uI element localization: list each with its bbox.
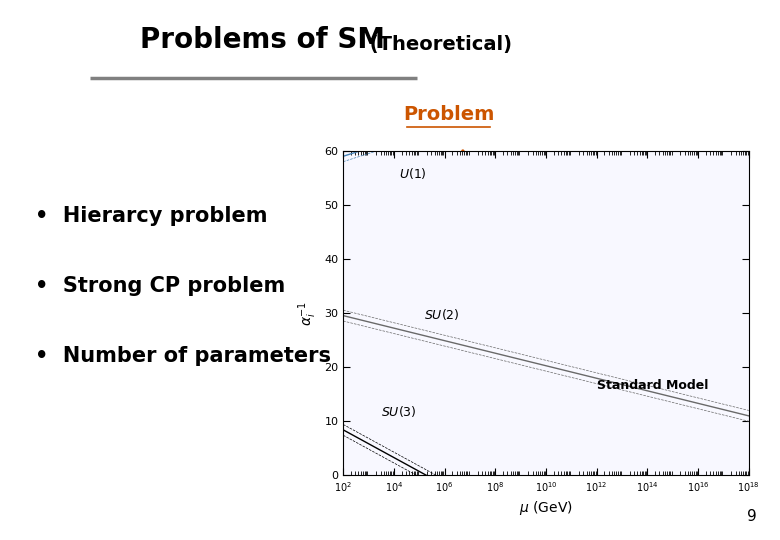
Text: Problems of SM: Problems of SM: [140, 26, 385, 54]
Text: 9: 9: [747, 509, 757, 524]
Text: $SU(2)$: $SU(2)$: [424, 307, 460, 322]
Text: Standard Model: Standard Model: [597, 379, 708, 392]
X-axis label: $\mu$ (GeV): $\mu$ (GeV): [519, 500, 573, 517]
Text: $SU(3)$: $SU(3)$: [381, 404, 417, 419]
Text: •  Strong CP problem: • Strong CP problem: [35, 276, 285, 296]
Y-axis label: $\alpha_i^{-1}$: $\alpha_i^{-1}$: [296, 301, 319, 326]
Text: (Theoretical): (Theoretical): [363, 35, 512, 54]
Text: •  Hierarcy problem: • Hierarcy problem: [35, 206, 268, 226]
Text: Problem: Problem: [402, 105, 495, 124]
Text: •  Number of parameters: • Number of parameters: [35, 346, 331, 367]
Text: $U(1)$: $U(1)$: [399, 166, 427, 181]
